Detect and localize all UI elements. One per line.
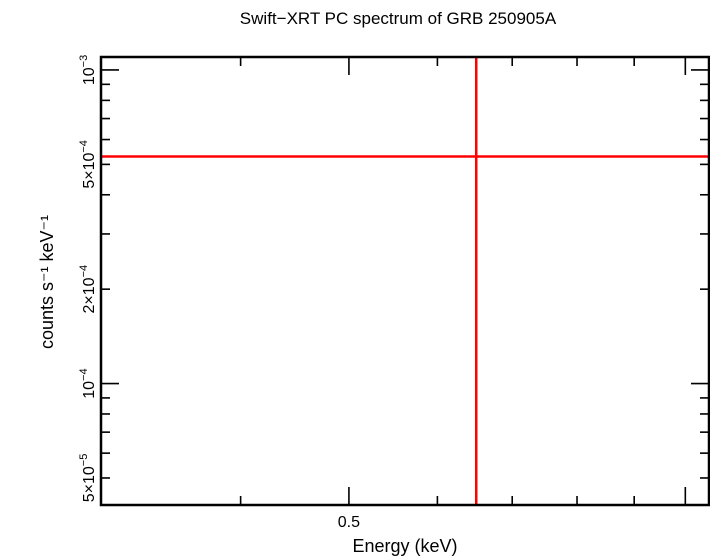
y-tick-label: 5×10−5 [78, 454, 98, 503]
x-tick-labels: 0.5 [338, 514, 360, 531]
y-tick-label: 5×10−4 [78, 140, 98, 189]
chart-title: Swift−XRT PC spectrum of GRB 250905A [240, 9, 557, 28]
data-marks [101, 57, 709, 505]
plot-frame [99, 55, 710, 507]
x-tick-label: 0.5 [338, 514, 360, 531]
y-tick-label: 10−4 [78, 368, 98, 398]
y-tick-label: 2×10−4 [78, 265, 98, 314]
y-tick-label: 10−3 [78, 55, 98, 85]
x-axis-label: Energy (keV) [352, 536, 457, 556]
axis-ticks [100, 57, 709, 505]
y-tick-labels: 10−3 5×10−4 2×10−4 10−4 5×10−5 [78, 55, 98, 502]
y-axis-label: counts s⁻¹ keV⁻¹ [37, 215, 57, 349]
